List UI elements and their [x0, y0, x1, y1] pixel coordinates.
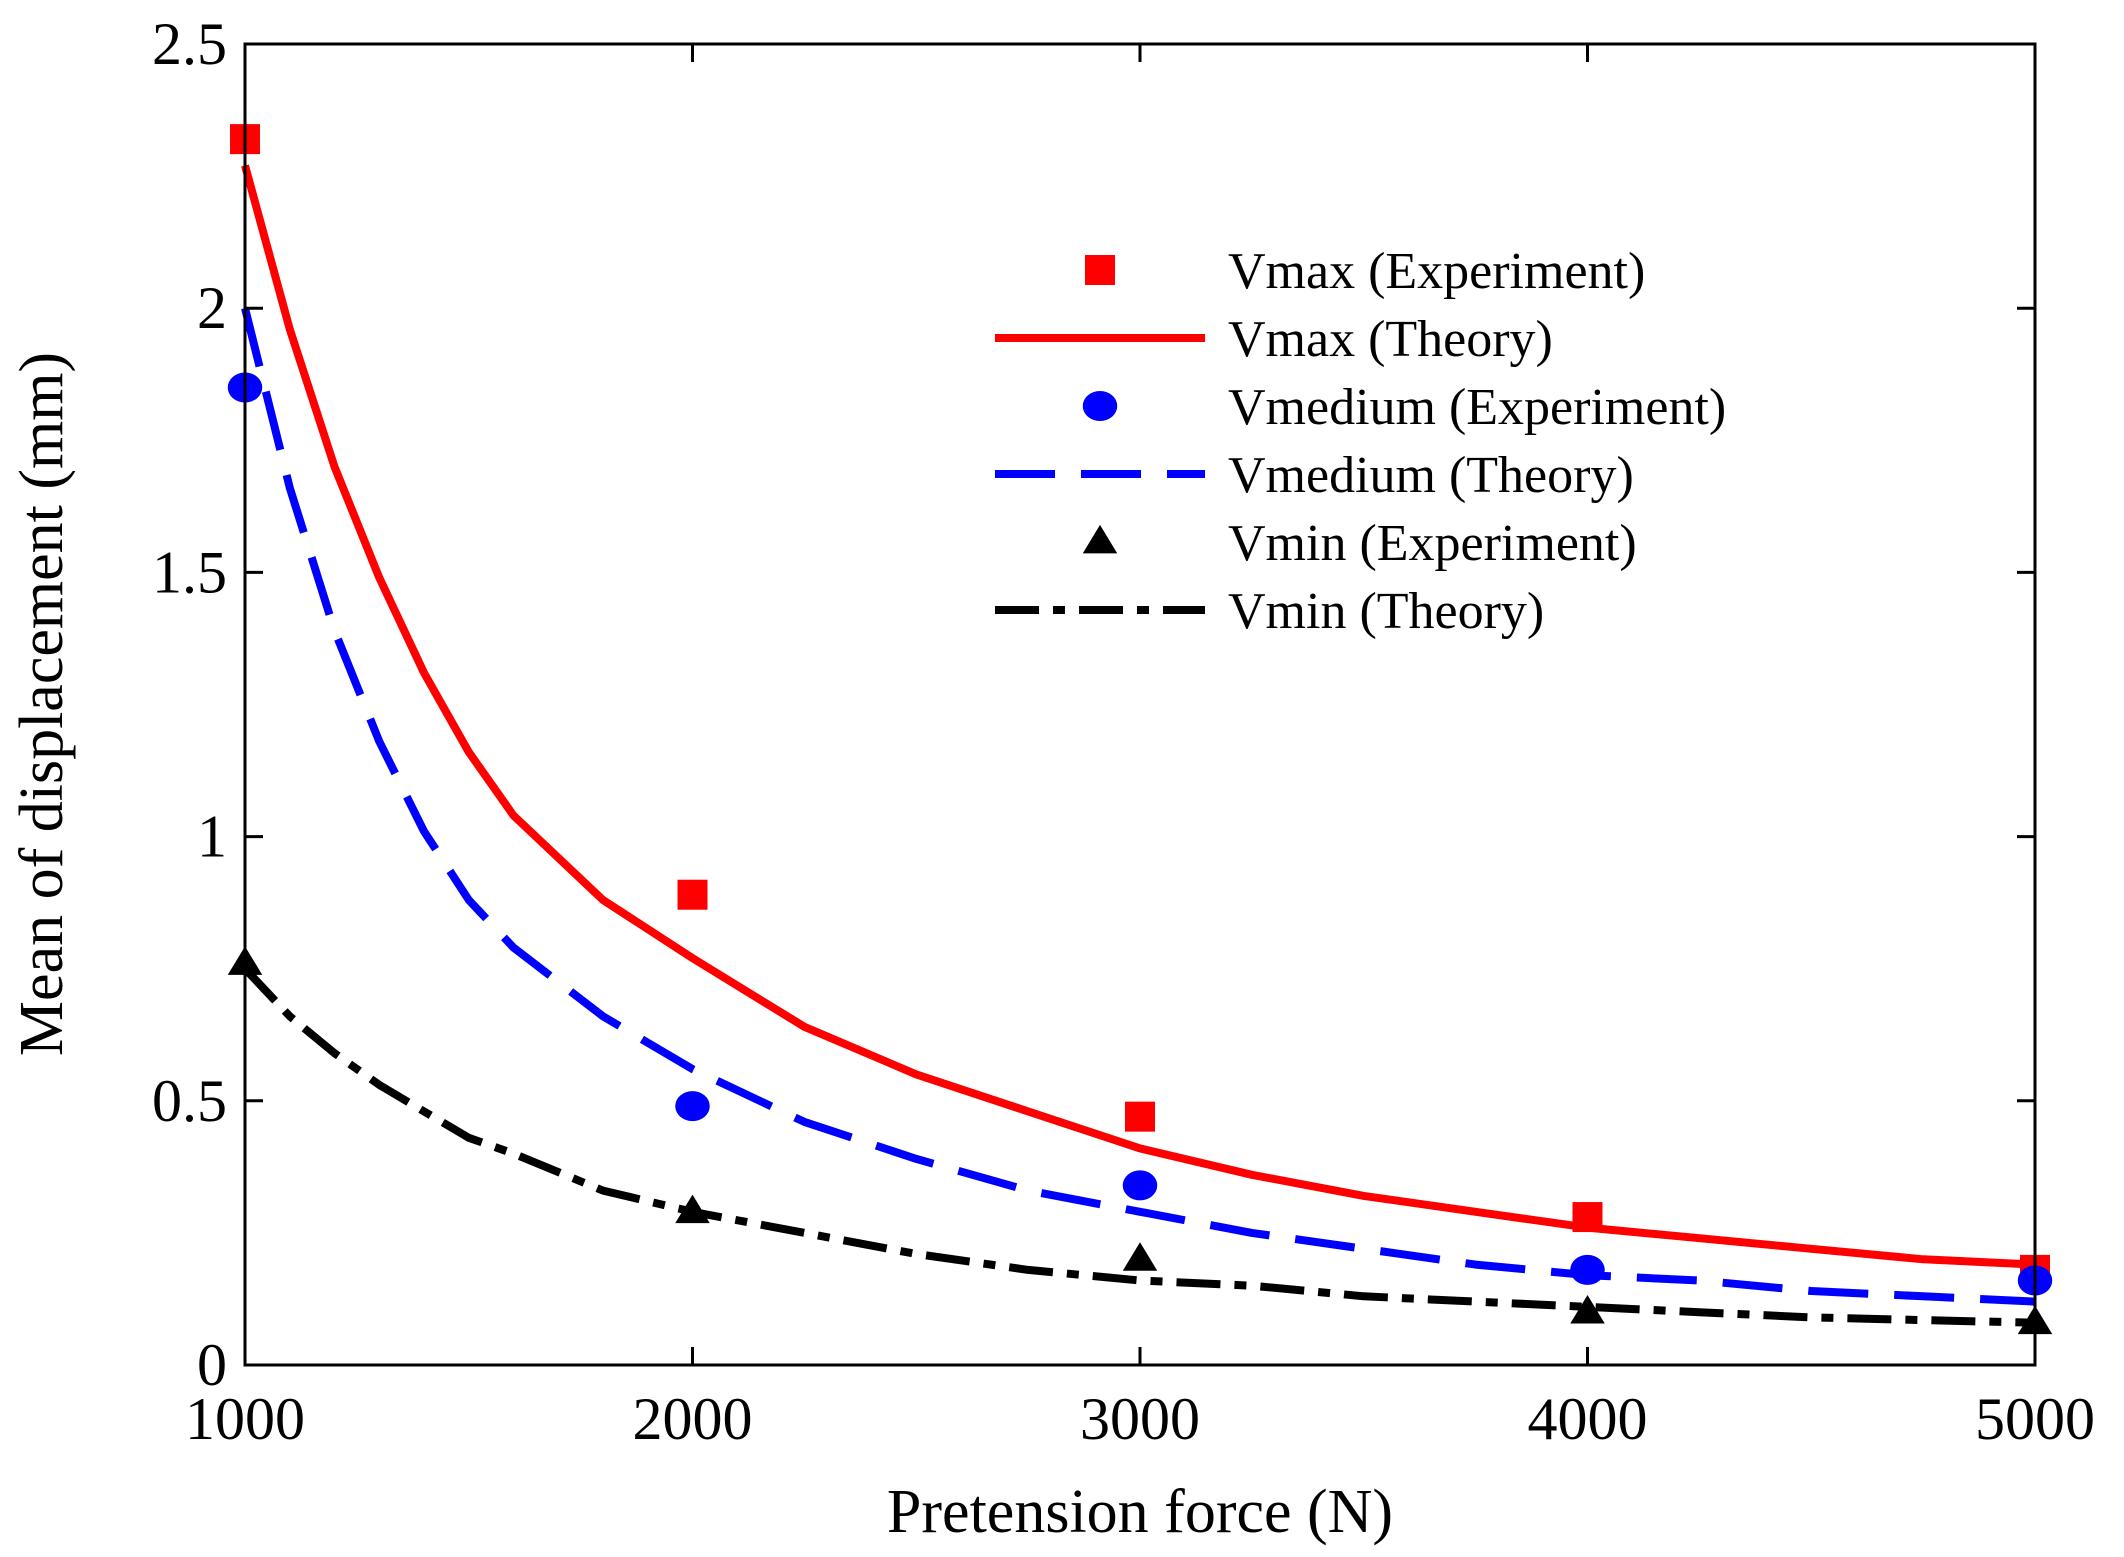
vmedium-experiment-point [1570, 1254, 1605, 1285]
x-tick-label: 1000 [185, 1386, 305, 1452]
x-axis-label: Pretension force (N) [887, 1478, 1393, 1546]
legend-label: Vmin (Theory) [1228, 583, 1544, 640]
legend-label: Vmedium (Theory) [1228, 447, 1634, 504]
series-line-vmax-theory [241, 164, 2036, 1269]
series-line-vmedium-theory [241, 307, 2036, 1306]
legend-marker [1082, 524, 1118, 554]
y-tick-label: 0.5 [152, 1068, 227, 1134]
legend-item: Vmax (Theory) [995, 311, 1553, 368]
legend-item: Vmin (Theory) [995, 583, 1544, 640]
legend-label: Vmin (Experiment) [1228, 515, 1637, 572]
legend-item: Vmax (Experiment) [1085, 243, 1645, 300]
y-axis-label: Mean of displacement (mm) [8, 352, 76, 1056]
vmedium-experiment-point [1122, 1170, 1158, 1201]
y-tick-label: 1 [197, 804, 227, 870]
y-tick-label: 2 [197, 275, 227, 341]
x-tick-label: 4000 [1528, 1386, 1648, 1452]
legend: Vmax (Experiment) Vmax (Theory) Vmedium (E… [995, 243, 1726, 640]
x-tick-label: 2000 [633, 1386, 753, 1452]
legend-label: Vmax (Experiment) [1228, 243, 1645, 300]
legend-item: Vmin (Experiment) [1082, 515, 1637, 572]
vmin-experiment-point [675, 1194, 710, 1224]
vmax-experiment-point [1125, 1101, 1155, 1132]
legend-item: Vmedium (Theory) [995, 447, 1634, 504]
vmedium-experiment-point [675, 1091, 710, 1122]
legend-marker [1082, 391, 1118, 421]
legend-marker [1085, 255, 1115, 285]
vmin-experiment-point [1570, 1295, 1605, 1324]
series-line-vmin-theory [242, 965, 2036, 1327]
y-tick-label: 0 [197, 1332, 227, 1398]
tick-layer: 1000 2000 3000 4000 5000 0 0.5 1 1.5 2 2.5 [152, 11, 2095, 1452]
vmax-experiment-point [677, 879, 708, 910]
x-tick-label: 5000 [1975, 1386, 2095, 1452]
y-tick-label: 2.5 [152, 11, 227, 77]
series-layer [227, 124, 2053, 1335]
legend-item: Vmedium (Experiment) [1082, 379, 1726, 436]
vmax-experiment-point [1572, 1202, 1603, 1233]
x-tick-label: 3000 [1080, 1386, 1200, 1452]
y-tick-label: 1.5 [152, 539, 227, 605]
legend-label: Vmax (Theory) [1228, 311, 1553, 368]
legend-label: Vmedium (Experiment) [1228, 379, 1726, 436]
vmin-experiment-point [1122, 1242, 1158, 1271]
